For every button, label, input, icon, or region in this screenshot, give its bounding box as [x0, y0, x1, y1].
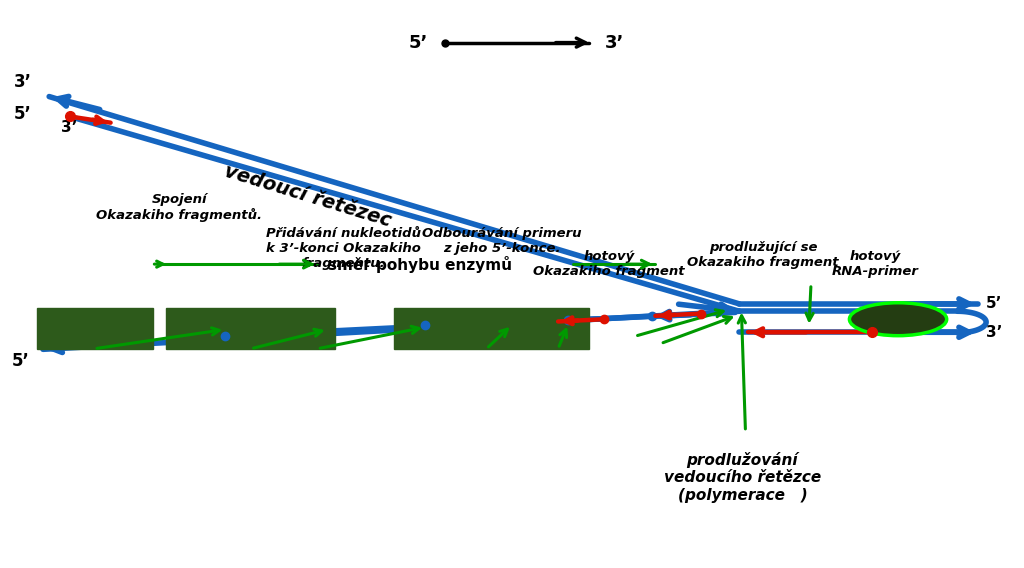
- Text: směr pohybu enzymů: směr pohybu enzymů: [328, 256, 512, 273]
- Text: Spojení
Okazakiho fragmentů.: Spojení Okazakiho fragmentů.: [96, 193, 262, 222]
- Text: 5’: 5’: [986, 296, 1002, 311]
- FancyBboxPatch shape: [37, 308, 154, 349]
- Text: DNA-polymeráza III: DNA-polymeráza III: [420, 322, 563, 335]
- Text: hotový
RNA-primer: hotový RNA-primer: [833, 250, 919, 278]
- Text: 3’: 3’: [13, 73, 32, 91]
- Text: Odbourávání primeru
z jeho 5’-konce.: Odbourávání primeru z jeho 5’-konce.: [422, 227, 582, 255]
- Text: 3’: 3’: [986, 325, 1002, 340]
- Text: 5’: 5’: [409, 34, 428, 52]
- Text: 5’: 5’: [13, 105, 32, 123]
- FancyBboxPatch shape: [166, 308, 336, 349]
- Text: hotový
Okazakiho fragment: hotový Okazakiho fragment: [534, 250, 685, 278]
- Ellipse shape: [850, 303, 946, 336]
- Text: DNA-polymeráza I: DNA-polymeráza I: [184, 322, 317, 335]
- Text: primozom: primozom: [863, 313, 933, 325]
- Text: 5’: 5’: [11, 352, 30, 370]
- Text: Přidávání nukleotidů
k 3’-konci Okazakiho
fragmentu.: Přidávání nukleotidů k 3’-konci Okazakih…: [265, 227, 421, 270]
- Text: prodlužování
vedoucího řetězce
(polymerace   ): prodlužování vedoucího řetězce (polymera…: [664, 452, 821, 503]
- Text: 3’: 3’: [61, 120, 78, 135]
- Text: prodlužující se
Okazakiho fragment: prodlužující se Okazakiho fragment: [687, 241, 839, 269]
- FancyBboxPatch shape: [394, 308, 589, 349]
- Text: 3’: 3’: [605, 34, 625, 52]
- Text: DNA-ligáza: DNA-ligáza: [54, 322, 136, 335]
- Text: vedoucí řetězec: vedoucí řetězec: [221, 161, 393, 231]
